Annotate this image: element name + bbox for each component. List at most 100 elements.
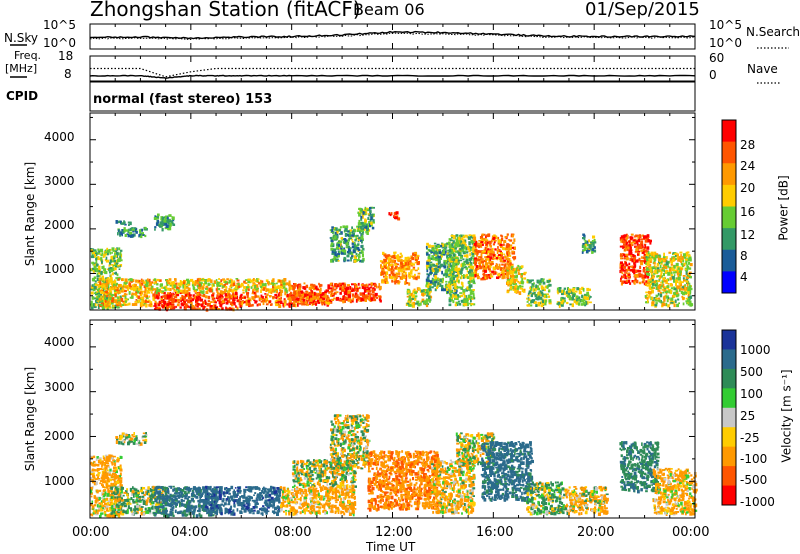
heatmap-cell <box>157 213 160 217</box>
heatmap-cell <box>163 305 167 309</box>
heatmap-cell <box>147 301 150 303</box>
heatmap-cell <box>135 286 139 288</box>
heatmap-cell <box>449 269 453 272</box>
heatmap-cell <box>561 291 564 296</box>
heatmap-cell <box>670 291 672 295</box>
heatmap-cell <box>277 301 280 303</box>
heatmap-cell <box>448 298 451 303</box>
heatmap-cell <box>195 304 198 307</box>
heatmap-cell <box>390 264 393 267</box>
heatmap-cell <box>146 290 150 294</box>
heatmap-cell <box>630 249 633 253</box>
heatmap-cell <box>239 298 241 301</box>
heatmap-cell <box>195 299 198 302</box>
heatmap-cell <box>361 251 364 254</box>
heatmap-cell <box>314 285 318 290</box>
heatmap-cell <box>413 301 416 306</box>
heatmap-cell <box>91 286 94 289</box>
heatmap-cell <box>342 225 346 229</box>
heatmap-cell <box>281 287 284 290</box>
heatmap-cell <box>621 254 624 258</box>
heatmap-cell <box>478 262 481 264</box>
heatmap-cell <box>659 264 662 269</box>
heatmap-cell <box>367 213 370 216</box>
heatmap-cell <box>263 287 265 291</box>
heatmap-cell <box>620 235 624 239</box>
heatmap-cell <box>368 294 371 298</box>
heatmap-cell <box>665 302 668 307</box>
heatmap-cell <box>512 268 516 272</box>
heatmap-cell <box>621 257 624 260</box>
heatmap-cell <box>282 283 286 288</box>
heatmap-cell <box>336 233 339 236</box>
heatmap-cell <box>647 299 649 303</box>
heatmap-cell <box>259 297 262 300</box>
heatmap-cell <box>592 241 595 246</box>
heatmap-cell <box>381 270 384 275</box>
heatmap-cell <box>187 280 190 285</box>
heatmap-cell <box>444 243 447 247</box>
heatmap-cell <box>159 284 162 288</box>
heatmap-cell <box>203 305 205 309</box>
heatmap-cell <box>557 302 560 305</box>
heatmap-cell <box>302 286 305 290</box>
heatmap-cell <box>338 282 341 286</box>
heatmap-cell <box>293 286 296 289</box>
heatmap-cell <box>323 303 326 306</box>
heatmap-cell <box>387 268 390 271</box>
heatmap-cell <box>293 293 297 296</box>
heatmap-cell <box>360 259 364 263</box>
heatmap-cell <box>131 284 135 287</box>
heatmap-cell <box>454 258 457 262</box>
heatmap-cell <box>592 235 596 239</box>
heatmap-cell <box>99 281 102 285</box>
heatmap-cell <box>363 222 367 225</box>
heatmap-cell <box>393 212 397 215</box>
heatmap-cell <box>471 252 475 256</box>
heatmap-cell <box>282 302 285 307</box>
heatmap-cell <box>112 264 116 267</box>
heatmap-cell <box>119 252 122 256</box>
heatmap-cell <box>352 249 356 254</box>
heatmap-cell <box>229 301 232 306</box>
heatmap-cell <box>357 282 360 286</box>
heatmap-cell <box>416 290 418 293</box>
heatmap-cell <box>96 298 99 302</box>
heatmap-cell <box>427 293 431 296</box>
heatmap-cell <box>547 280 550 283</box>
heatmap-cell <box>298 287 302 291</box>
heatmap-cell <box>260 294 263 298</box>
heatmap-cell <box>421 293 424 296</box>
heatmap-cell <box>160 300 163 303</box>
heatmap-cell <box>170 222 174 225</box>
heatmap-cell <box>281 284 284 288</box>
heatmap-cell <box>246 286 250 289</box>
heatmap-cell <box>169 302 172 306</box>
heatmap-cell <box>336 256 339 259</box>
heatmap-cell <box>416 300 420 304</box>
heatmap-cell <box>510 270 513 272</box>
heatmap-cell <box>580 303 584 306</box>
heatmap-cell <box>581 251 584 254</box>
heatmap-cell <box>417 272 421 275</box>
heatmap-cell <box>458 286 461 289</box>
heatmap-cell <box>677 258 681 262</box>
heatmap-cell <box>682 253 686 257</box>
heatmap-cell <box>112 250 115 252</box>
heatmap-cell <box>117 283 121 287</box>
heatmap-cell <box>686 286 689 290</box>
heatmap-cell <box>124 303 127 306</box>
heatmap-cell <box>675 279 677 282</box>
heatmap-cell <box>157 220 160 224</box>
heatmap-cell <box>428 263 431 266</box>
heatmap-cell <box>675 289 678 293</box>
heatmap-cell <box>117 232 119 236</box>
heatmap-cell <box>684 268 687 271</box>
heatmap-cell <box>172 223 176 226</box>
heatmap-cell <box>470 284 473 288</box>
heatmap-cell <box>628 266 630 270</box>
heatmap-cell <box>124 223 127 226</box>
heatmap-cell <box>521 278 523 281</box>
heatmap-cell <box>473 236 477 241</box>
heatmap-cell <box>265 303 269 306</box>
